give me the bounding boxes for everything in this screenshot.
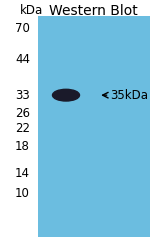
Text: 22: 22 (15, 122, 30, 135)
Text: 33: 33 (15, 89, 30, 102)
Text: 18: 18 (15, 140, 30, 153)
Text: Western Blot: Western Blot (49, 4, 137, 18)
Text: 35kDa: 35kDa (110, 89, 148, 102)
Ellipse shape (52, 89, 80, 101)
Text: 14: 14 (15, 167, 30, 180)
Text: kDa: kDa (20, 4, 43, 18)
Text: 26: 26 (15, 107, 30, 120)
Text: 70: 70 (15, 21, 30, 35)
Text: 44: 44 (15, 53, 30, 66)
Text: 10: 10 (15, 187, 30, 201)
FancyBboxPatch shape (38, 16, 150, 237)
